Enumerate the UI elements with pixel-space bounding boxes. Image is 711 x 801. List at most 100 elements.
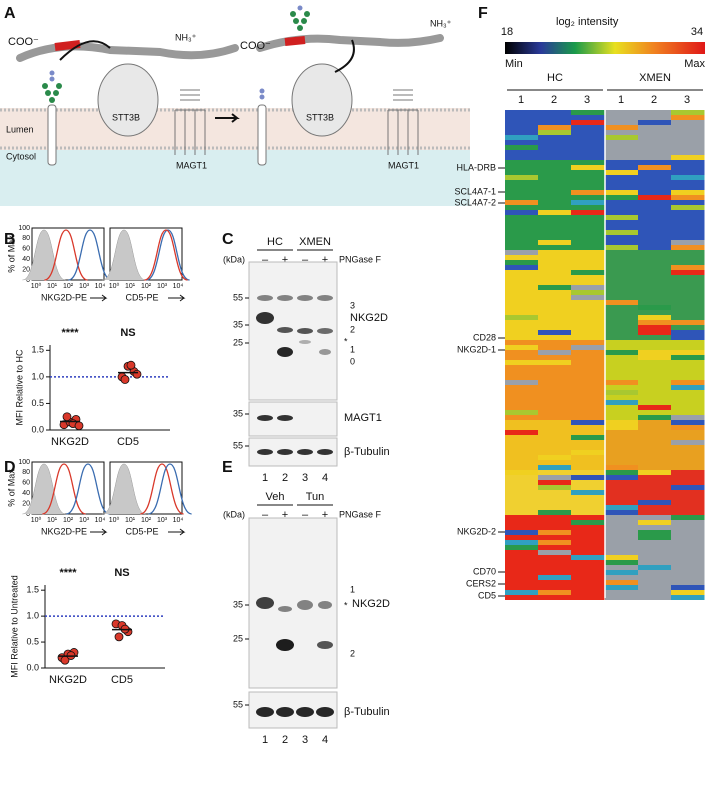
heat-cell: [505, 325, 539, 330]
heat-cell: [571, 175, 605, 180]
heat-cell: [638, 540, 672, 545]
heat-cell: [638, 380, 672, 385]
heat-cell: [505, 355, 539, 360]
heat-cell: [605, 220, 639, 225]
hist-xtick: 10²: [63, 283, 74, 290]
heat-cell: [638, 290, 672, 295]
heat-cell: [638, 570, 672, 575]
heat-cell: [538, 340, 572, 345]
stt3b-shape: [97, 63, 159, 137]
hist-xtick: 10⁰: [31, 282, 42, 290]
y-tick-label: 1.0: [26, 611, 39, 621]
band: [297, 449, 313, 455]
heat-cell: [671, 220, 705, 225]
heat-cell: [605, 115, 639, 120]
heat-cell: [671, 535, 705, 540]
magt1-shape: [174, 89, 419, 155]
heat-cell: [605, 360, 639, 365]
heat-cell: [571, 315, 605, 320]
heat-cell: [505, 480, 539, 485]
heat-cell: [671, 225, 705, 230]
heat-cell: [538, 180, 572, 185]
heat-cell: [571, 470, 605, 475]
heat-cell: [538, 185, 572, 190]
treatment: +: [282, 509, 288, 521]
heat-cell: [638, 235, 672, 240]
heat-cell: [538, 140, 572, 145]
heat-cell: [671, 370, 705, 375]
heat-cell: [571, 520, 605, 525]
histogram: [44, 229, 88, 281]
heat-cell: [638, 240, 672, 245]
heat-cell: [571, 145, 605, 150]
heat-cell: [605, 140, 639, 145]
heat-cell: [638, 480, 672, 485]
heat-cell: [538, 215, 572, 220]
column-label: 3: [684, 94, 690, 106]
heat-cell: [505, 130, 539, 135]
heat-cell: [505, 405, 539, 410]
panel-letter: A: [4, 5, 16, 22]
heat-cell: [505, 455, 539, 460]
heat-cell: [571, 190, 605, 195]
heat-cell: [505, 450, 539, 455]
heat-cell: [538, 170, 572, 175]
heat-cell: [538, 165, 572, 170]
heat-cell: [638, 450, 672, 455]
axis-label: NKG2D-PE: [41, 526, 87, 536]
heat-cell: [571, 355, 605, 360]
band: [257, 415, 273, 421]
treatment: –: [262, 254, 269, 266]
kda-label: (kDa): [223, 254, 245, 264]
heat-cell: [571, 350, 605, 355]
y-tick-label: 0.0: [26, 662, 39, 672]
heat-cell: [638, 445, 672, 450]
heat-cell: [505, 425, 539, 430]
heat-cell: [538, 585, 572, 590]
heat-cell: [571, 225, 605, 230]
heat-cell: [571, 555, 605, 560]
heat-cell: [638, 515, 672, 520]
heat-cell: [505, 135, 539, 140]
heat-cell: [671, 240, 705, 245]
heat-cell: [538, 360, 572, 365]
heat-cell: [538, 365, 572, 370]
heat-cell: [538, 520, 572, 525]
heat-cell: [638, 410, 672, 415]
heat-cell: [538, 300, 572, 305]
heat-cell: [538, 110, 572, 115]
heat-cell: [638, 405, 672, 410]
heat-cell: [505, 475, 539, 480]
heat-cell: [538, 350, 572, 355]
heat-cell: [505, 300, 539, 305]
heat-cell: [671, 520, 705, 525]
heat-cell: [505, 310, 539, 315]
axis-arrow: [90, 528, 108, 536]
heat-cell: [638, 220, 672, 225]
heat-cell: [571, 170, 605, 175]
panel-c: C HC XMEN(kDa) – + – + PNGase F5535253NKG2D2*1…: [222, 231, 390, 484]
heat-cell: [671, 530, 705, 535]
heat-cell: [571, 200, 605, 205]
heat-cell: [505, 175, 539, 180]
heat-cell: [538, 400, 572, 405]
heat-cell: [605, 560, 639, 565]
heat-cell: [671, 555, 705, 560]
heat-cell: [638, 530, 672, 535]
heat-cell: [605, 310, 639, 315]
olig-anchor: [47, 104, 57, 166]
heat-cell: [605, 440, 639, 445]
heat-cell: [505, 185, 539, 190]
blot-label: NKG2D: [352, 598, 390, 610]
heat-cell: [571, 500, 605, 505]
heat-cell: [671, 255, 705, 260]
heat-cell: [671, 425, 705, 430]
heat-cell: [571, 230, 605, 235]
heat-cell: [638, 315, 672, 320]
heat-cell: [505, 270, 539, 275]
heat-cell: [571, 595, 605, 600]
heat-cell: [605, 380, 639, 385]
heat-cell: [505, 565, 539, 570]
treatment: +: [322, 254, 328, 266]
